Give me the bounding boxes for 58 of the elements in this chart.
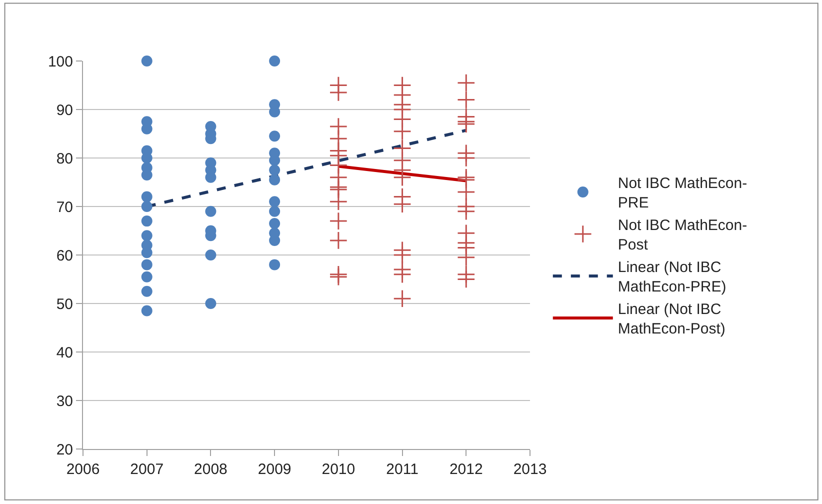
x-tick-label: 2012 bbox=[449, 461, 483, 478]
x-tick-label: 2011 bbox=[386, 461, 418, 478]
y-tick-label: 50 bbox=[56, 296, 73, 313]
point bbox=[456, 270, 476, 288]
point bbox=[393, 122, 412, 140]
point bbox=[456, 90, 476, 109]
y-tick-label: 20 bbox=[56, 441, 73, 458]
point bbox=[141, 216, 152, 227]
point bbox=[269, 259, 280, 270]
point bbox=[393, 168, 412, 187]
x-tick-label: 2008 bbox=[194, 461, 228, 478]
y-tick-label: 100 bbox=[48, 53, 73, 70]
point bbox=[141, 247, 152, 258]
point bbox=[205, 206, 216, 217]
point bbox=[141, 152, 152, 164]
x-tick-label: 2010 bbox=[322, 461, 356, 478]
x-tick-label: 2013 bbox=[513, 461, 547, 478]
point bbox=[456, 248, 476, 267]
y-tick-label: 40 bbox=[56, 344, 73, 362]
y-tick-label: 90 bbox=[56, 102, 73, 119]
point bbox=[141, 259, 152, 270]
legend-label: Linear (Not IBC MathEcon-Post) bbox=[618, 301, 726, 338]
point bbox=[205, 298, 216, 309]
point bbox=[329, 212, 348, 230]
point bbox=[141, 286, 152, 297]
point bbox=[329, 192, 348, 211]
point bbox=[141, 201, 152, 212]
point bbox=[393, 194, 412, 214]
x-tick-label: 2007 bbox=[130, 461, 164, 478]
legend-label: Not IBC MathEcon-PRE bbox=[618, 175, 748, 212]
y-tick-label: 70 bbox=[56, 198, 73, 216]
point bbox=[393, 265, 412, 284]
legend-label: Linear (Not IBC MathEcon-PRE) bbox=[618, 259, 726, 296]
point bbox=[141, 191, 152, 202]
x-tick-label: 2009 bbox=[258, 461, 292, 478]
point bbox=[456, 74, 476, 92]
y-tick-label: 80 bbox=[56, 150, 73, 168]
y-tick-label: 30 bbox=[56, 392, 73, 410]
point bbox=[456, 148, 476, 168]
point bbox=[269, 164, 280, 176]
point bbox=[329, 83, 348, 102]
point bbox=[269, 218, 280, 229]
y-tick-label: 60 bbox=[56, 247, 73, 264]
point bbox=[269, 196, 280, 208]
point bbox=[205, 250, 216, 260]
legend-label: Not IBC MathEcon-Post bbox=[618, 217, 748, 254]
point bbox=[141, 305, 152, 316]
point bbox=[393, 290, 412, 308]
point bbox=[269, 130, 280, 142]
x-tick-label: 2006 bbox=[66, 461, 100, 478]
point bbox=[269, 56, 280, 66]
point bbox=[269, 174, 280, 186]
point bbox=[141, 271, 152, 282]
point bbox=[329, 231, 348, 250]
point bbox=[141, 56, 152, 66]
point bbox=[269, 206, 280, 217]
point bbox=[141, 230, 152, 242]
point bbox=[456, 202, 476, 220]
